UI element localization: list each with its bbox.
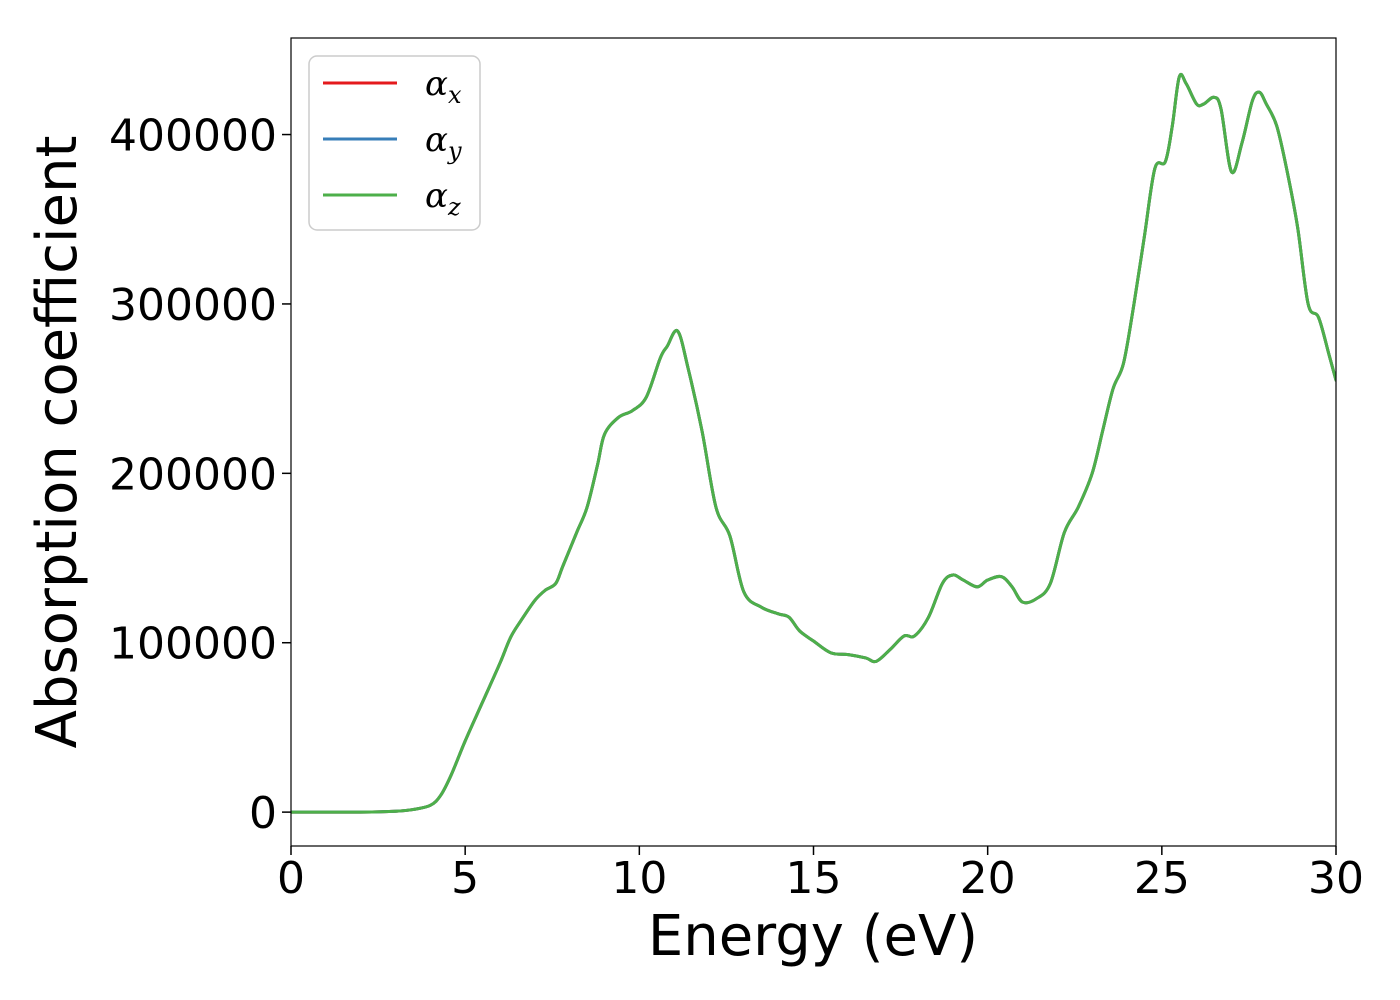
plot-area [290,37,1337,847]
legend-box [308,55,481,231]
legend-subscript-y: y [447,137,462,165]
x-tick-label: 15 [786,853,842,904]
y-tick-label: 300000 [109,280,277,331]
x-tick-label: 0 [277,853,305,904]
series-layer [291,72,1336,814]
legend-subscript-x: x [448,81,462,109]
x-tick-label: 10 [611,853,667,904]
y-tick-label: 200000 [109,449,277,500]
y-axis: 0 100000 200000 300000 400000 [109,111,291,839]
x-tick-label: 20 [960,853,1016,904]
x-tick-label: 30 [1308,853,1364,904]
y-tick-label: 0 [249,788,277,839]
y-tick-label: 400000 [109,111,277,162]
series-line-z [291,72,1336,814]
x-axis: 0 5 10 15 20 25 30 [277,846,1364,904]
x-axis-label: Energy (eV) [648,904,978,969]
y-axis-label: Absorption coefficient [25,136,90,749]
legend-subscript-z: z [447,193,461,221]
legend-label-y: αy [425,120,462,165]
x-tick-label: 5 [451,853,479,904]
legend-label-x: αx [425,64,462,109]
x-tick-label: 25 [1134,853,1190,904]
y-tick-label: 100000 [109,619,277,670]
